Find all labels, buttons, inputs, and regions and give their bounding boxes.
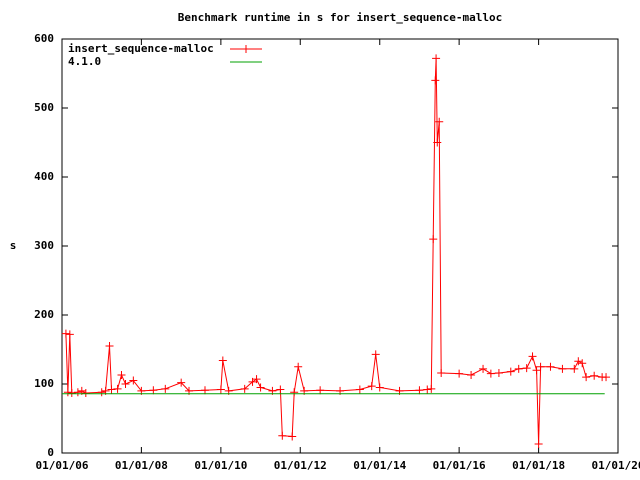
point-marker — [129, 376, 138, 385]
point-marker — [67, 388, 76, 397]
point-marker — [429, 235, 438, 244]
point-marker — [371, 350, 380, 359]
point-marker — [200, 386, 209, 395]
point-marker — [455, 369, 464, 378]
point-marker — [61, 329, 70, 338]
point-marker — [107, 385, 116, 394]
point-marker — [578, 359, 587, 368]
point-marker — [479, 364, 488, 373]
point-marker — [574, 357, 583, 366]
point-marker — [532, 366, 541, 375]
point-marker — [522, 364, 531, 373]
point-marker — [113, 384, 122, 393]
point-marker — [218, 356, 227, 365]
point-marker — [290, 388, 299, 397]
x-tick-label: 01/01/08 — [115, 459, 168, 472]
point-marker — [558, 364, 567, 373]
x-tick-label: 01/01/10 — [194, 459, 247, 472]
point-marker — [65, 330, 74, 339]
point-marker — [528, 352, 537, 361]
point-marker — [494, 368, 503, 377]
point-marker — [506, 367, 515, 376]
point-marker — [278, 431, 287, 440]
y-tick-label: 600 — [34, 32, 54, 45]
x-tick-label: 01/01/06 — [36, 459, 89, 472]
point-marker — [534, 440, 543, 449]
point-marker — [81, 388, 90, 397]
point-marker — [97, 388, 106, 397]
x-tick-label: 01/01/16 — [433, 459, 486, 472]
point-marker — [514, 364, 523, 373]
point-marker — [252, 375, 261, 384]
point-marker — [431, 76, 440, 85]
y-tick-label: 400 — [34, 170, 54, 183]
x-tick-label: 01/01/20 — [592, 459, 640, 472]
point-marker — [105, 342, 114, 351]
point-marker — [486, 369, 495, 378]
point-marker — [432, 54, 441, 63]
point-marker — [427, 384, 436, 393]
x-tick-label: 01/01/12 — [274, 459, 327, 472]
point-marker — [433, 138, 442, 147]
point-marker — [367, 382, 376, 391]
point-marker — [294, 362, 303, 371]
point-marker — [288, 432, 297, 441]
point-marker — [248, 377, 257, 386]
point-marker — [63, 388, 72, 397]
y-tick-label: 100 — [34, 377, 54, 390]
point-marker — [570, 364, 579, 373]
point-marker — [216, 385, 225, 394]
point-marker — [149, 386, 158, 395]
point-marker — [602, 373, 611, 382]
point-marker — [375, 383, 384, 392]
series-line — [65, 58, 606, 445]
point-marker — [415, 386, 424, 395]
point-marker — [316, 386, 325, 395]
point-marker — [546, 362, 555, 371]
point-marker — [161, 384, 170, 393]
point-marker — [423, 385, 432, 394]
point-marker — [437, 368, 446, 377]
point-marker — [276, 385, 285, 394]
legend-label: 4.1.0 — [68, 55, 101, 68]
chart-title: Benchmark runtime in s for insert_sequen… — [178, 11, 503, 24]
point-marker — [240, 384, 249, 393]
legend-marker — [242, 45, 250, 53]
point-marker — [177, 378, 186, 387]
y-axis-label: s — [10, 239, 17, 252]
point-marker — [590, 371, 599, 380]
point-marker — [355, 385, 364, 394]
point-marker — [73, 388, 82, 397]
x-tick-label: 01/01/14 — [353, 459, 406, 472]
point-marker — [256, 383, 265, 392]
point-marker — [117, 371, 126, 380]
point-marker — [121, 380, 130, 388]
y-tick-label: 0 — [47, 446, 54, 459]
point-marker — [467, 371, 476, 380]
point-marker — [435, 117, 444, 126]
x-tick-label: 01/01/18 — [512, 459, 565, 472]
legend-label: insert_sequence-malloc — [68, 42, 214, 55]
y-tick-label: 200 — [34, 308, 54, 321]
point-marker — [582, 373, 591, 382]
y-tick-label: 500 — [34, 101, 54, 114]
point-marker — [536, 362, 545, 371]
y-tick-label: 300 — [34, 239, 54, 252]
